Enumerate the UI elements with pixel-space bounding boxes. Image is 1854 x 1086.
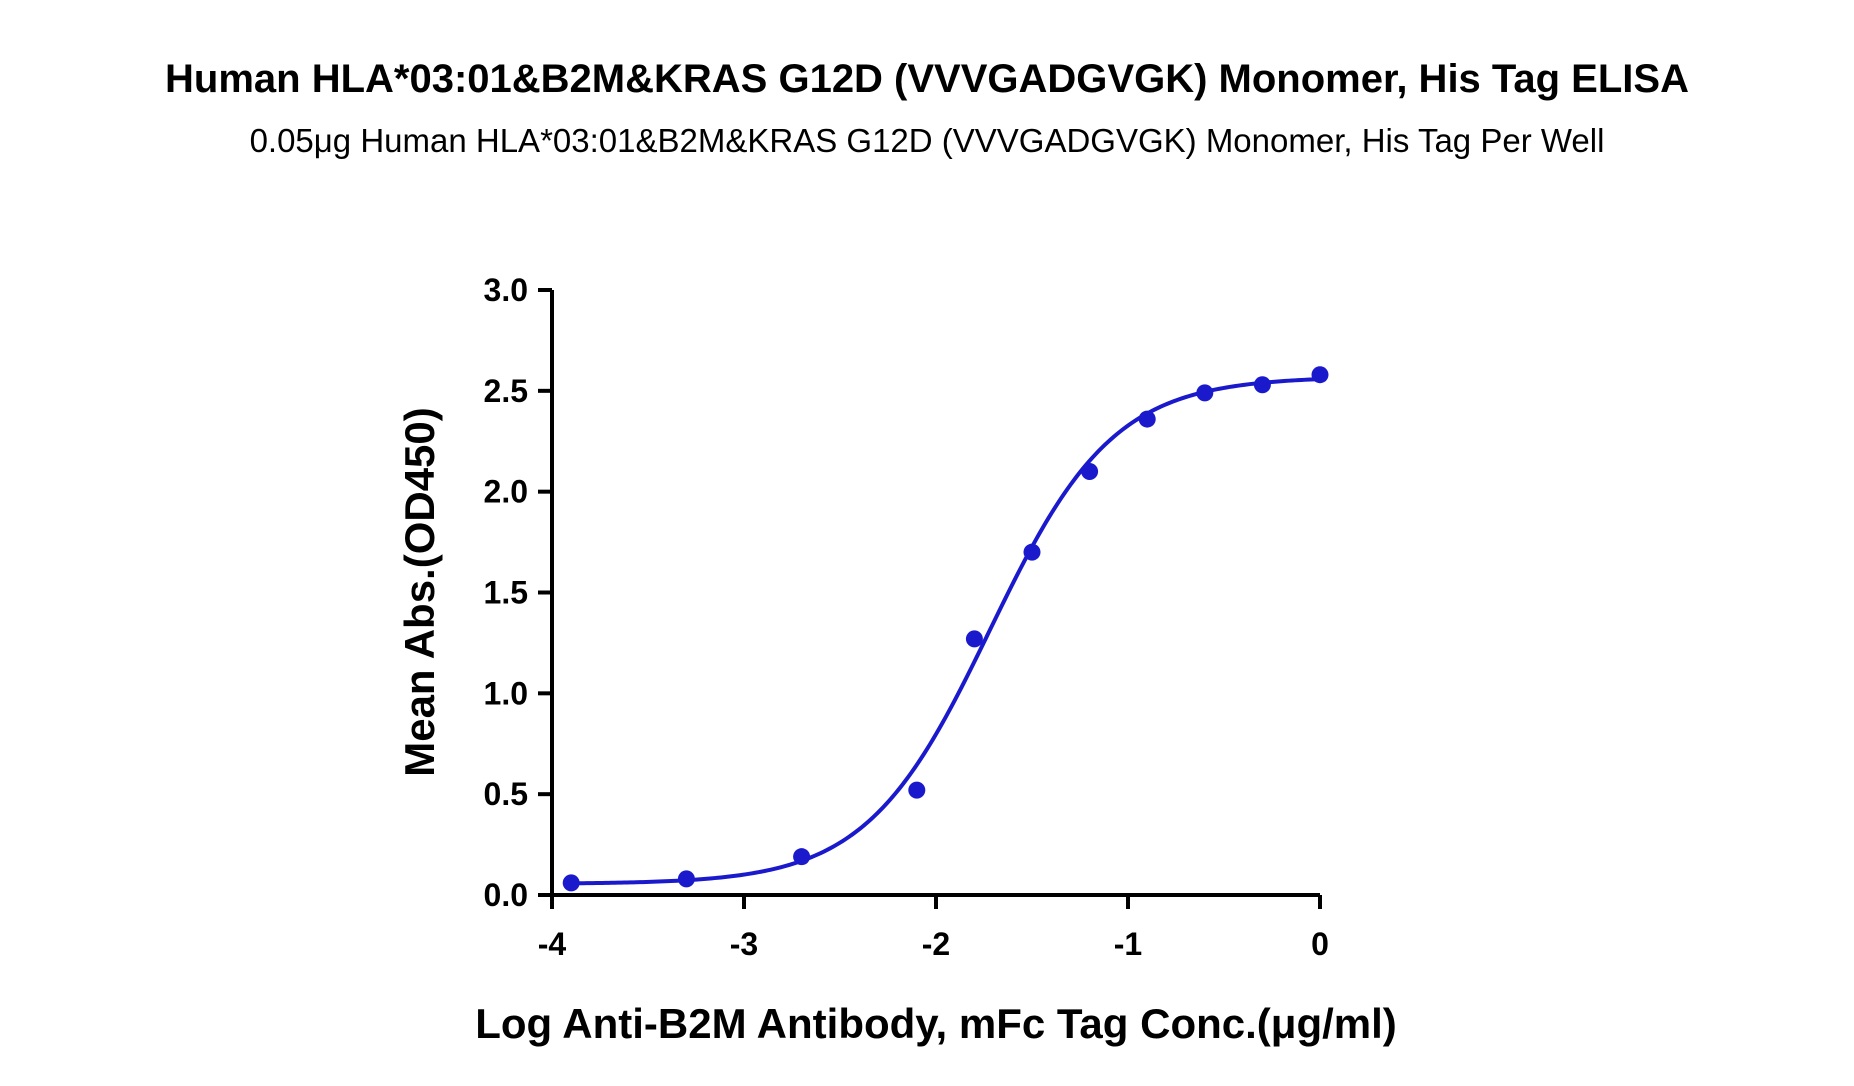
data-point [965, 630, 983, 648]
y-axis-label: Mean Abs.(OD450) [396, 407, 443, 777]
data-point [1311, 366, 1329, 384]
y-tick-label: 3.0 [484, 272, 528, 308]
x-ticks: -4 -3 -2 -1 0 [538, 895, 1329, 962]
plot-area [562, 366, 1329, 892]
x-axis-label: Log Anti-B2M Antibody, mFc Tag Conc.(μg/… [475, 1000, 1397, 1047]
y-tick-label: 2.5 [484, 373, 528, 409]
y-tick-label: 2.0 [484, 474, 528, 510]
y-ticks: 0.0 0.5 1.0 1.5 2.0 2.5 3.0 [484, 272, 552, 913]
y-tick-label: 0.5 [484, 776, 528, 812]
chart-title: Human HLA*03:01&B2M&KRAS G12D (VVVGADGVG… [165, 57, 1689, 101]
x-tick-label: -1 [1114, 926, 1142, 962]
data-points [562, 366, 1329, 892]
x-tick-label: 0 [1311, 926, 1329, 962]
data-point [1081, 463, 1099, 480]
data-point [908, 781, 926, 799]
data-point [562, 874, 580, 892]
y-tick-label: 1.0 [484, 675, 528, 711]
data-point [1023, 543, 1041, 561]
x-tick-label: -3 [730, 926, 758, 962]
x-tick-label: -2 [922, 926, 950, 962]
data-point [677, 870, 695, 888]
data-point [1253, 376, 1271, 394]
y-tick-label: 0.0 [484, 877, 528, 913]
chart-subtitle: 0.05μg Human HLA*03:01&B2M&KRAS G12D (VV… [250, 122, 1605, 159]
axes: 0.0 0.5 1.0 1.5 2.0 2.5 3.0 -4 -3 -2 -1 0 [484, 272, 1329, 962]
data-point [1196, 384, 1214, 402]
data-point [1138, 410, 1156, 428]
data-point [793, 848, 811, 866]
fit-curve-line [571, 377, 1321, 886]
y-tick-label: 1.5 [484, 575, 528, 611]
x-tick-label: -4 [538, 926, 567, 962]
